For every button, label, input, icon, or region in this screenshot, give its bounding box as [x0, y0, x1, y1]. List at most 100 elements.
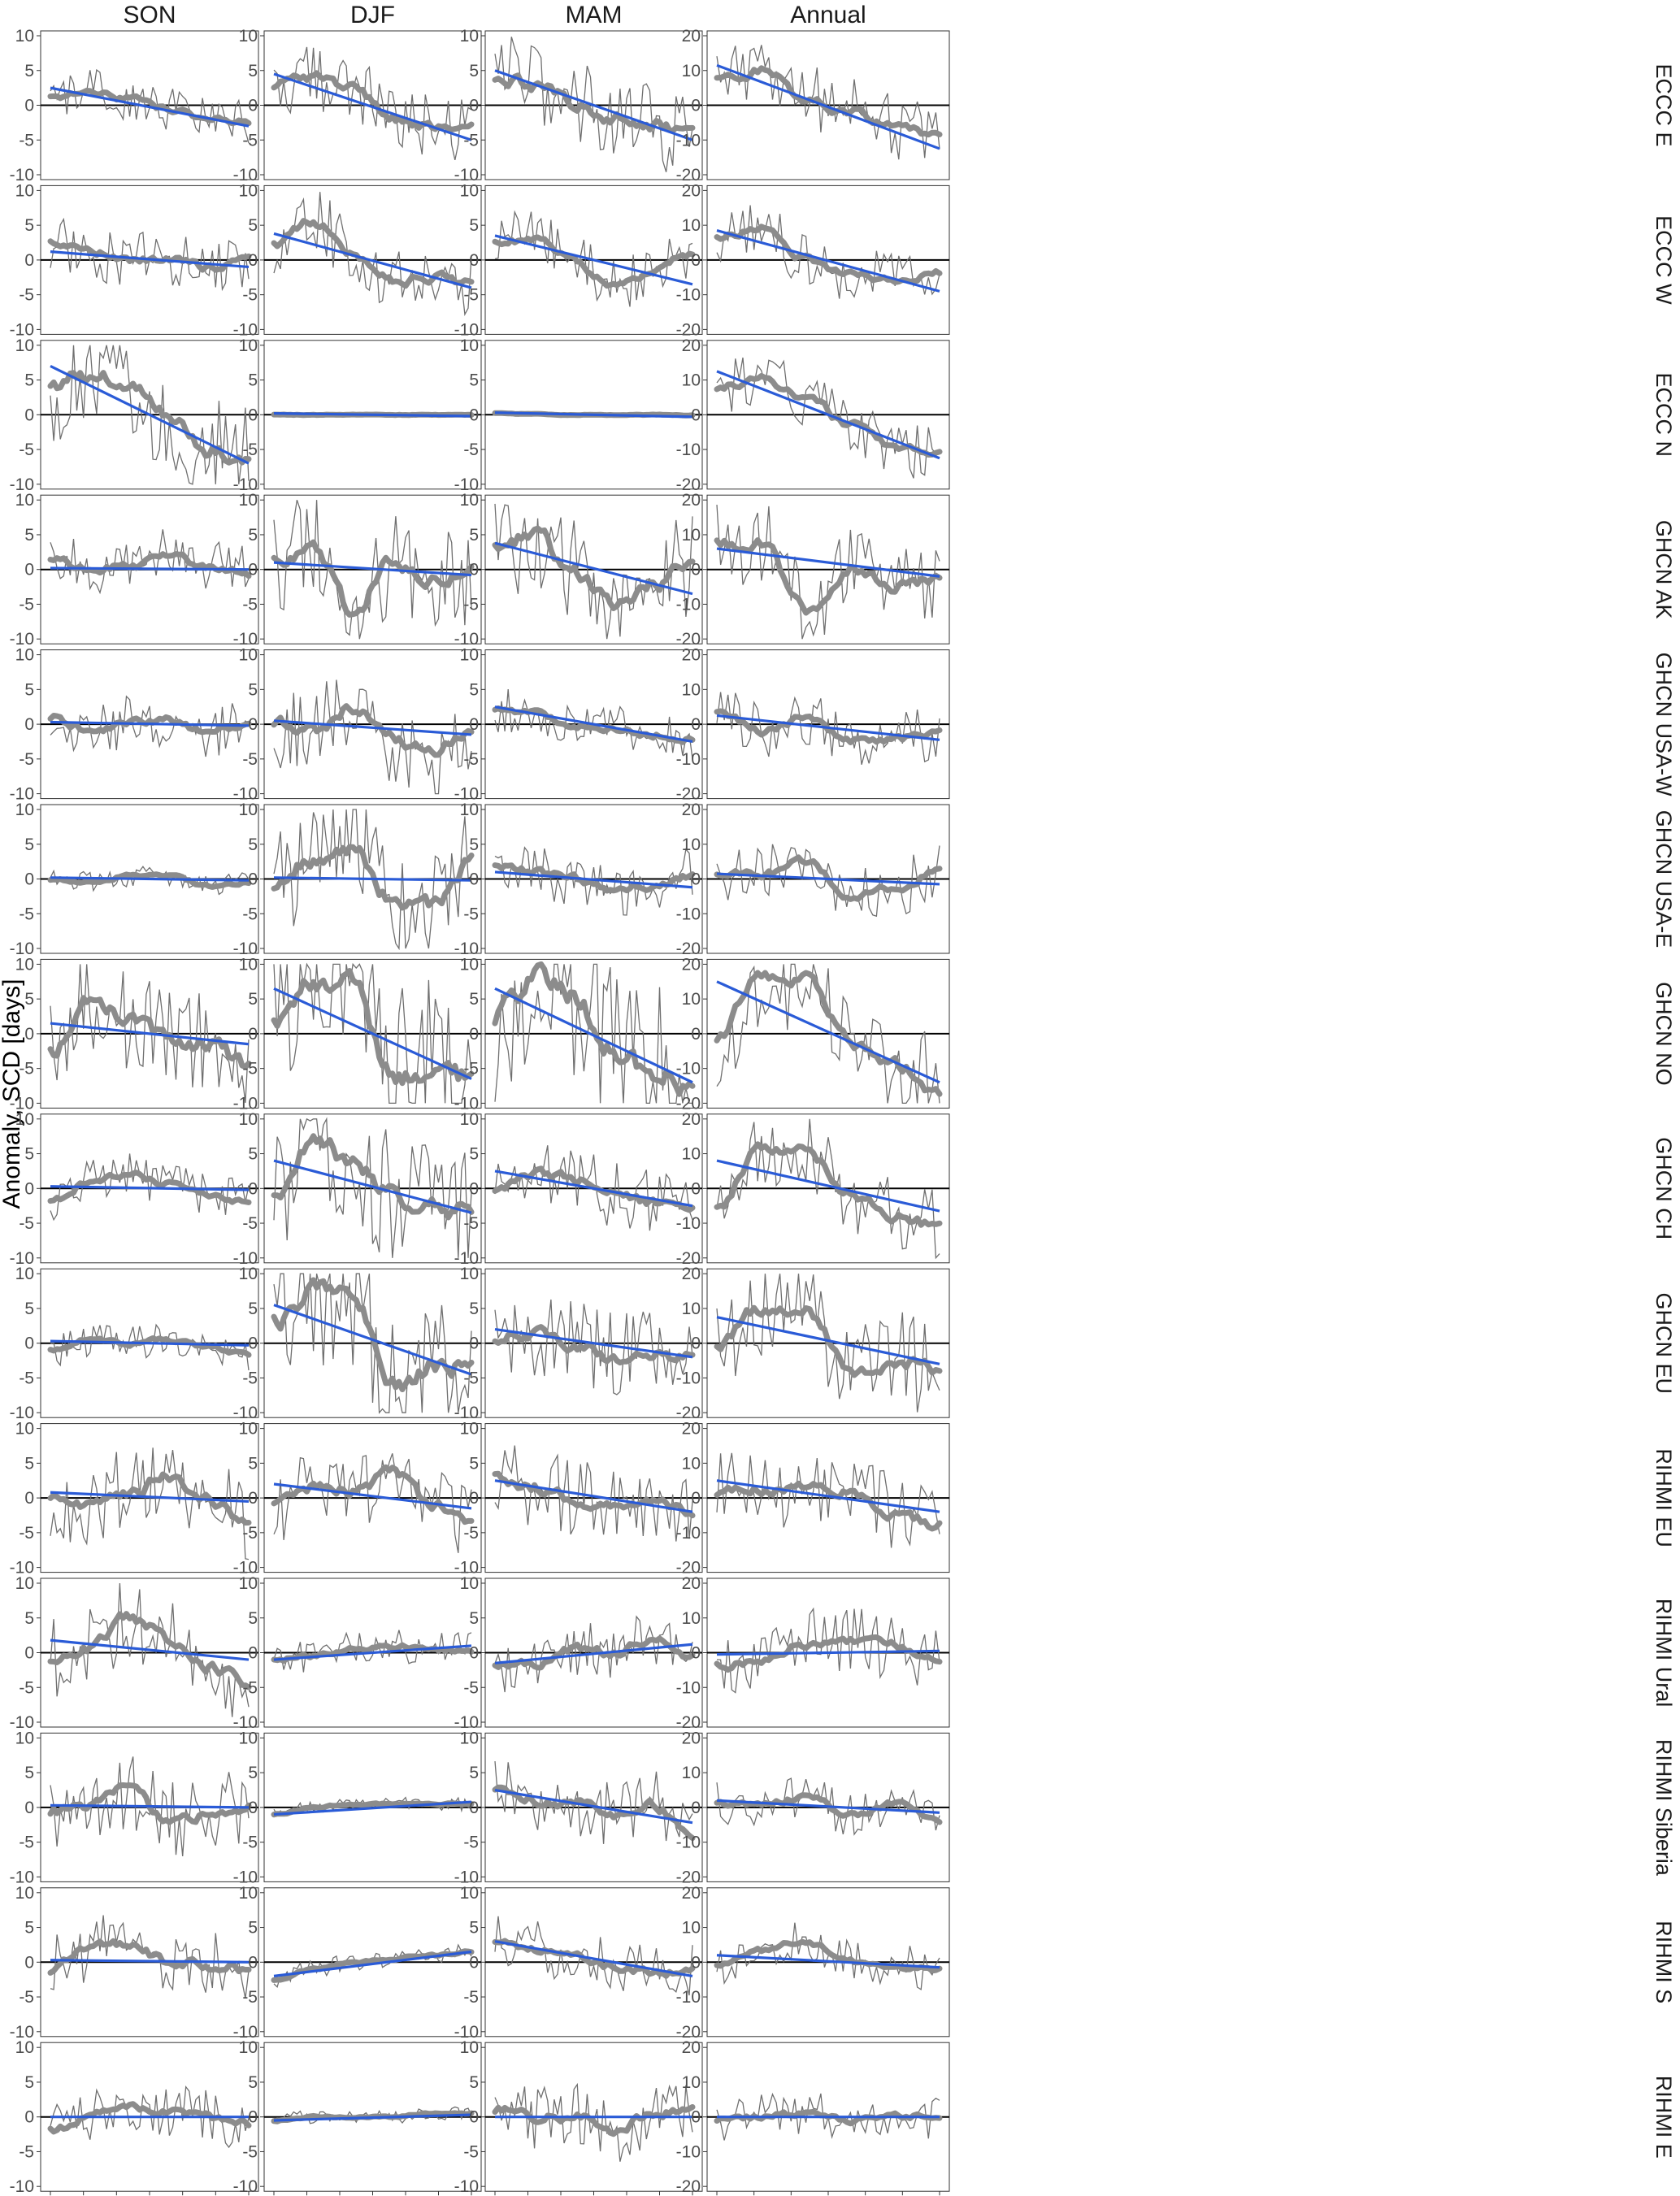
panel-rihmi-ural-annual: 20 10 0 -10 -20 [676, 1574, 950, 1732]
y-tick-label: 10 [682, 680, 701, 699]
series-yearly-anomaly [716, 844, 940, 918]
y-tick-label: 10 [239, 2038, 258, 2057]
series-yearly-anomaly [273, 679, 472, 795]
y-tick-label: 0 [469, 251, 479, 270]
series-smoothed-anomaly [714, 1480, 943, 1532]
series-linear-trend [494, 541, 693, 596]
panel-rihmi-s-mam: 10 5 0 -5 -10 [454, 1884, 703, 2042]
panel-rihmi-siberia-mam: 10 5 0 -5 -10 [454, 1729, 703, 1886]
y-tick-label: 5 [24, 1919, 34, 1938]
series-yearly-anomaly [716, 1922, 940, 1991]
y-tick-label: -10 [10, 1094, 34, 1113]
y-tick-label: -20 [676, 785, 701, 804]
y-tick-label: 10 [682, 526, 701, 545]
y-tick-label: 20 [682, 1420, 701, 1439]
panel-ghcn-eu-djf: 10 5 0 -5 -10 [233, 1265, 482, 1422]
series-linear-trend [273, 561, 472, 577]
y-tick-label: 10 [15, 491, 34, 510]
y-tick-label: -5 [19, 1834, 34, 1852]
y-tick-label: -5 [463, 286, 479, 305]
y-tick-label: 0 [24, 2108, 34, 2127]
y-tick-label: 0 [248, 715, 258, 734]
series-linear-trend [494, 1643, 693, 1664]
y-tick-label: 0 [691, 97, 701, 115]
y-tick-label: -20 [676, 2177, 701, 2196]
series-linear-trend [273, 1644, 472, 1661]
y-tick-label: 20 [682, 801, 701, 819]
y-tick-label: -10 [233, 630, 258, 649]
y-tick-label: -10 [676, 286, 701, 305]
panel-ghcn-ak-son: 10 5 0 -5 -10 [10, 491, 259, 649]
y-tick-label: -5 [19, 905, 34, 923]
y-tick-label: 5 [248, 835, 258, 854]
y-tick-label: 0 [24, 561, 34, 579]
y-tick-label: -10 [10, 475, 34, 494]
y-tick-label: -5 [242, 1214, 258, 1233]
y-tick-label: -20 [676, 166, 701, 184]
y-tick-label: -5 [463, 1524, 479, 1543]
y-tick-label: 10 [239, 1884, 258, 1903]
y-tick-label: 0 [691, 1335, 701, 1353]
series-yearly-anomaly [273, 1117, 472, 1258]
y-tick-label: -10 [10, 166, 34, 184]
series-yearly-anomaly [716, 963, 940, 1105]
series-linear-trend [273, 411, 472, 418]
y-tick-label: 0 [469, 2108, 479, 2127]
y-tick-label: 20 [682, 27, 701, 46]
y-tick-label: 0 [248, 2108, 258, 2127]
series-linear-trend [273, 1482, 472, 1510]
panel-ghcn-usa-w-annual: 20 10 0 -10 -20 [676, 646, 950, 804]
panel-eccc-n-mam: 10 5 0 -5 -10 [454, 336, 703, 494]
y-tick-label: -10 [454, 2177, 479, 2196]
panel-ghcn-usa-w-mam: 10 5 0 -5 -10 [454, 646, 703, 804]
y-tick-label: -20 [676, 1868, 701, 1886]
panel-rihmi-eu-son: 10 5 0 -5 -10 [10, 1420, 259, 1578]
y-tick-label: -10 [233, 940, 258, 958]
y-tick-label: 10 [460, 1110, 479, 1129]
series-linear-trend [716, 714, 940, 741]
y-tick-label: -10 [233, 1559, 258, 1578]
series-linear-trend [494, 1170, 693, 1208]
row-label-eccc-w: ECCC W [1652, 215, 1676, 305]
series-smoothed-anomaly [492, 862, 696, 894]
panel-rihmi-siberia-son: 10 5 0 -5 -10 [10, 1729, 259, 1886]
y-tick-label: 5 [469, 835, 479, 854]
y-tick-label: -5 [19, 131, 34, 150]
y-tick-label: 10 [682, 2073, 701, 2092]
y-tick-label: -10 [233, 166, 258, 184]
y-tick-label: 10 [460, 955, 479, 974]
y-tick-label: 10 [239, 646, 258, 665]
y-tick-label: -10 [233, 1713, 258, 1732]
y-tick-label: 5 [248, 216, 258, 235]
series-linear-trend [273, 2113, 472, 2122]
y-tick-label: -10 [454, 2023, 479, 2042]
series-linear-trend [716, 1954, 940, 1969]
column-heading-annual: Annual [790, 2, 866, 28]
y-tick-label: 10 [460, 2038, 479, 2057]
row-label-ghcn-eu: GHCN EU [1652, 1292, 1676, 1394]
y-tick-label: 10 [460, 1265, 479, 1283]
panel-rihmi-s-annual: 20 10 0 -10 -20 [676, 1884, 950, 2042]
y-tick-label: 0 [248, 1953, 258, 1972]
y-tick-label: 10 [460, 646, 479, 665]
y-tick-label: 0 [691, 561, 701, 579]
series-smoothed-anomaly [47, 1611, 252, 1690]
series-yearly-anomaly [716, 1777, 940, 1836]
series-linear-trend [716, 229, 940, 293]
series-linear-trend [494, 69, 693, 141]
y-tick-label: 5 [469, 680, 479, 699]
series-smoothed-anomaly [714, 1141, 943, 1228]
series-smoothed-anomaly [271, 70, 475, 132]
y-tick-label: 10 [682, 990, 701, 1009]
panel-ghcn-no-annual: 20 10 0 -10 -20 [676, 955, 950, 1113]
y-tick-label: 10 [460, 27, 479, 46]
series-smoothed-anomaly [271, 1464, 475, 1525]
y-tick-label: 0 [248, 406, 258, 424]
panel-ghcn-eu-annual: 20 10 0 -10 -20 [676, 1265, 950, 1422]
y-tick-label: -5 [19, 1060, 34, 1078]
y-tick-label: 0 [691, 1953, 701, 1972]
series-linear-trend [50, 1803, 250, 1809]
